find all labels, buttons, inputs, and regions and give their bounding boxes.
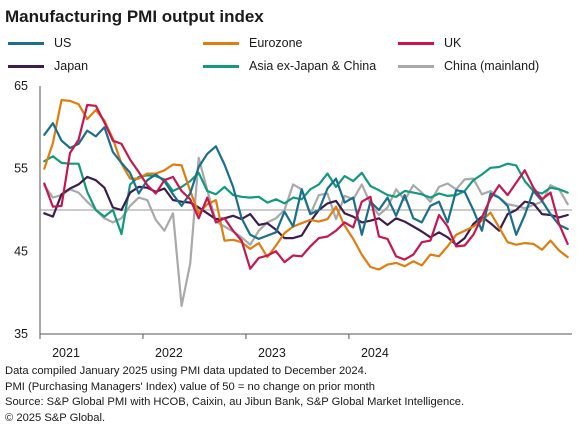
y-tick-label: 45: [14, 244, 28, 258]
y-tick-label: 55: [14, 162, 28, 176]
legend-item-eurozone: Eurozone: [203, 36, 303, 50]
legend-label-japan: Japan: [54, 59, 89, 73]
legend-swatch-china-mainland: [398, 64, 434, 68]
legend-swatch-us: [8, 41, 44, 45]
legend-item-uk: UK: [398, 36, 461, 50]
series-line-asia-ex-japan-china: [43, 155, 569, 236]
x-tick-label: 2021: [52, 346, 80, 360]
legend-item-us: US: [8, 36, 71, 50]
series-line-uk: [43, 103, 569, 270]
chart-footnotes: Data compiled January 2025 using PMI dat…: [5, 364, 575, 426]
series-line-us: [43, 122, 569, 240]
legend-label-us: US: [54, 36, 72, 50]
legend-swatch-japan: [8, 64, 44, 68]
legend-label-china-mainland: China (mainland): [444, 59, 540, 73]
chart-title: Manufacturing PMI output index: [5, 7, 264, 26]
x-tick-label: 2024: [361, 346, 389, 360]
legend-swatch-eurozone: [203, 41, 239, 45]
legend-label-asia-ex-japan-china: Asia ex-Japan & China: [249, 59, 377, 73]
line-chart: 35 45 55 65 2021 2022 2023 2024: [14, 79, 572, 360]
legend-item-japan: Japan: [8, 59, 88, 73]
x-tick-label: 2022: [155, 346, 183, 360]
legend-swatch-asia-ex-japan-china: [203, 64, 239, 68]
legend-item-china-mainland: China (mainland): [398, 59, 539, 73]
footnote-source: Source: S&P Global PMI with HCOB, Caixin…: [5, 396, 465, 408]
footnote-pmi-definition: PMI (Purchasing Managers' Index) value o…: [5, 380, 375, 393]
legend-item-asia-ex-japan-china: Asia ex-Japan & China: [203, 59, 376, 73]
y-tick-label: 35: [14, 327, 28, 341]
x-tick-label: 2023: [258, 346, 286, 360]
legend-label-uk: UK: [444, 36, 462, 50]
chart-legend: US Eurozone UK Japan Asia ex-Japan & Chi…: [0, 0, 578, 80]
series-line-eurozone: [43, 98, 569, 271]
legend-label-eurozone: Eurozone: [249, 36, 303, 50]
footnote-copyright: © 2025 S&P Global.: [5, 411, 106, 424]
series-line-japan: [43, 175, 569, 246]
footnote-data-compiled: Data compiled January 2025 using PMI dat…: [5, 365, 367, 377]
legend-swatch-uk: [398, 41, 434, 45]
y-tick-label: 65: [14, 79, 28, 93]
